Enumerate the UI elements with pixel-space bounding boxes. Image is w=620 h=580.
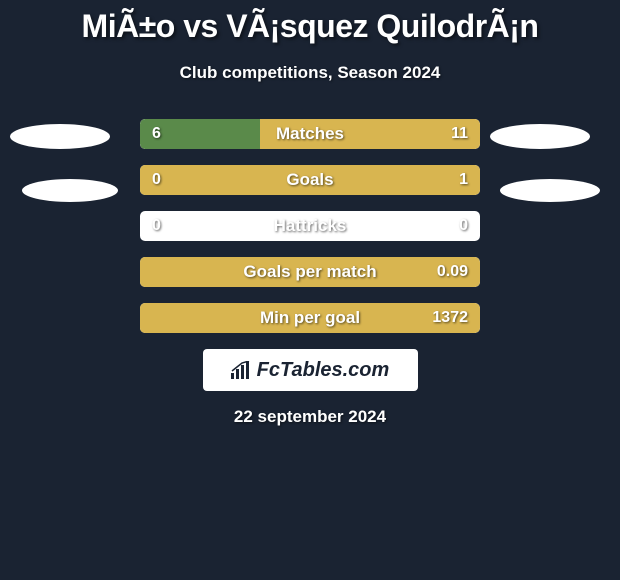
stat-val-right: 1372: [432, 309, 468, 327]
stat-val-left: 6: [152, 125, 161, 143]
stat-row: 6 Matches 11: [140, 119, 480, 149]
infographic-container: MiÃ±o vs VÃ¡squez QuilodrÃ¡n Club compet…: [0, 0, 620, 427]
logo-text: FcTables.com: [231, 359, 390, 382]
stat-row: 0 Hattricks 0: [140, 211, 480, 241]
decoration-ellipse: [500, 179, 600, 202]
chart-icon: [231, 361, 253, 379]
decoration-ellipse: [22, 179, 118, 202]
stat-label: Hattricks: [274, 216, 347, 236]
stat-label: Goals per match: [243, 262, 376, 282]
stat-val-right: 0.09: [437, 263, 468, 281]
decoration-ellipse: [490, 124, 590, 149]
decoration-ellipse: [10, 124, 110, 149]
stat-row: Goals per match 0.09: [140, 257, 480, 287]
stat-row: Min per goal 1372: [140, 303, 480, 333]
stat-row: 0 Goals 1: [140, 165, 480, 195]
stats-wrap: 6 Matches 11 0 Goals 1 0 Hattricks 0 Goals per ma…: [0, 119, 620, 333]
date: 22 september 2024: [0, 407, 620, 427]
stat-label: Matches: [276, 124, 344, 144]
logo-box[interactable]: FcTables.com: [203, 349, 418, 391]
stat-label: Min per goal: [260, 308, 360, 328]
page-title: MiÃ±o vs VÃ¡squez QuilodrÃ¡n: [0, 8, 620, 45]
stat-label: Goals: [286, 170, 333, 190]
subtitle: Club competitions, Season 2024: [0, 63, 620, 83]
stat-val-left: 0: [152, 171, 161, 189]
logo-label: FcTables.com: [257, 359, 390, 382]
stat-val-left: 0: [152, 217, 161, 235]
stat-val-right: 1: [459, 171, 468, 189]
stat-val-right: 0: [459, 217, 468, 235]
stat-val-right: 11: [451, 125, 468, 143]
